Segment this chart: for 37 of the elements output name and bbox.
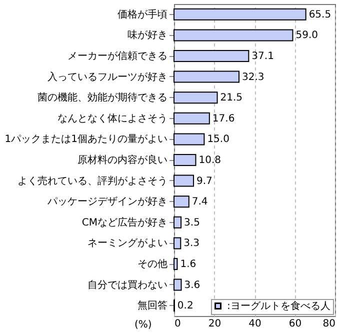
y-tick-label: ネーミングがよい [88, 238, 168, 250]
x-tick-label: 40 [248, 318, 262, 330]
y-tick-label: よく売れている、評判がよさそう [18, 174, 168, 187]
data-label: 1.6 [180, 259, 196, 270]
y-tick-label: 菌の機能、効能が期待できる [38, 92, 168, 104]
x-tick-label: 80 [322, 318, 336, 330]
x-tick-label: 60 [288, 318, 302, 330]
data-label: 9.7 [196, 176, 212, 187]
data-label: 32.3 [242, 72, 264, 83]
y-tick-label: 原材料の内容が良い [78, 154, 168, 166]
y-tick-label: 価格が手頃 [118, 8, 168, 20]
data-label: 65.5 [308, 9, 332, 20]
y-tick-label: メーカーが信頼できる [68, 50, 168, 62]
data-label: 0.2 [177, 300, 194, 312]
data-label: 37.1 [252, 51, 274, 62]
y-tick-label: その他 [138, 258, 168, 270]
data-label: 3.3 [184, 238, 200, 250]
y-tick-label: 無回答 [138, 300, 168, 312]
data-label: 17.6 [212, 113, 235, 124]
y-tick-label: なんとなく体によさそう [58, 112, 168, 124]
data-label: 59.0 [296, 30, 318, 42]
legend-label: :ヨーグルトを食べる人 [227, 300, 330, 312]
y-tick-label: 味が好き [128, 29, 168, 42]
y-tick-label: 入っているフルーツが好き [48, 70, 168, 83]
data-label: 21.5 [220, 92, 243, 104]
y-tick-label: 1パックまたは1個あたりの量がよい [4, 134, 168, 146]
y-tick-label: CMなど広告が好き [82, 216, 168, 228]
data-label: 7.4 [192, 196, 208, 208]
x-tick-label: 0 [174, 318, 181, 330]
data-label: 10.8 [198, 155, 221, 166]
x-axis-title: (%) [134, 320, 152, 330]
data-label: 3.5 [184, 217, 200, 228]
y-tick-label: パッケージデザインが好き [46, 196, 168, 208]
data-label: 15.0 [207, 134, 230, 146]
x-tick-label: 20 [208, 318, 222, 330]
y-tick-label: 自分では買わない [88, 278, 168, 291]
data-label: 3.6 [184, 280, 200, 291]
